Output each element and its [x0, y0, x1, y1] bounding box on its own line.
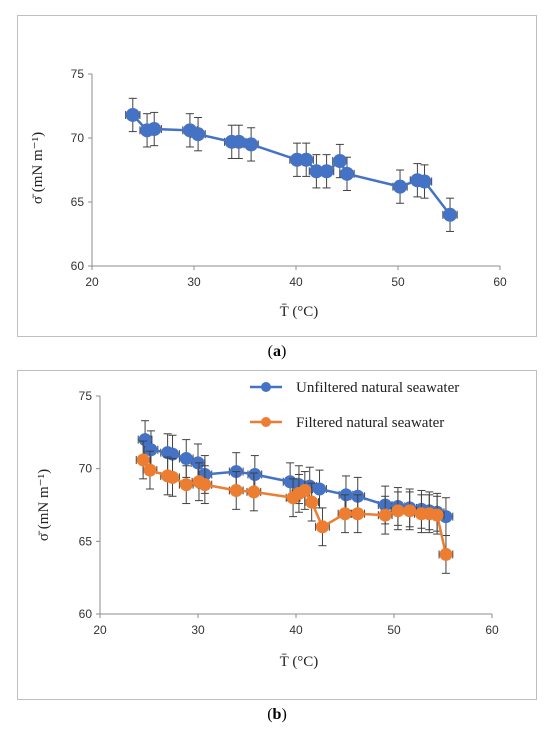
panel-b-series-2-point	[143, 463, 157, 477]
panel-b-y-tick-label: 60	[79, 607, 93, 621]
panel-a-y-tick-label: 60	[71, 259, 85, 273]
panel-a-series-1-point	[340, 166, 354, 181]
panel-b-x-tick-label: 30	[191, 623, 205, 637]
panel-a-series-1-point	[393, 179, 408, 194]
panel-a-frame	[17, 15, 537, 337]
legend-unfiltered-marker	[261, 382, 271, 392]
panel-a-series-1-point	[417, 174, 432, 189]
panel-b-x-tick-label: 20	[93, 623, 107, 637]
panel-a-series-1-point	[299, 152, 314, 167]
panel-b-caption-letter: b	[272, 706, 282, 723]
panel-a-y-tick-label: 75	[71, 67, 85, 81]
panel-a-x-tick-label: 50	[391, 275, 405, 289]
panel-b-series-2-point	[315, 520, 329, 534]
panel-b-series-2-point	[378, 508, 392, 522]
panel-b-series-1-point	[248, 467, 262, 481]
panel-b-xlabel: T̄ (°C)	[280, 654, 319, 670]
panel-b-series-2-point	[391, 504, 405, 518]
panel-b-series-2-point	[229, 483, 243, 497]
panel-a-xlabel: T̄ (°C)	[280, 304, 319, 320]
panel-a-series-1-point	[319, 164, 334, 179]
panel-b-caption: (b)	[227, 706, 327, 724]
panel-a-series-1-point	[147, 122, 162, 137]
panel-b-series-2-point	[166, 470, 180, 484]
panel-b-y-tick-label: 65	[79, 534, 93, 548]
panel-a-y-tick-label: 70	[71, 131, 85, 145]
panel-a-series-1-point	[332, 154, 347, 169]
panel-a-x-tick-label: 20	[85, 275, 99, 289]
panel-a-x-tick-label: 60	[493, 275, 507, 289]
panel-b-series-2-point	[351, 507, 365, 521]
legend-unfiltered-label: Unfiltered natural seawater	[296, 380, 459, 396]
panel-b-series-2-point	[439, 547, 453, 561]
panel-b-ylabel: σ̄ (mN m⁻¹)	[36, 469, 52, 541]
panel-b-series-1-point	[313, 482, 327, 496]
panel-b-series-2-point	[298, 483, 312, 497]
panel-a-caption-close: )	[281, 343, 287, 360]
panel-b-series-2-point	[179, 478, 193, 492]
panel-a-series-1-point	[231, 134, 246, 149]
panel-b-series-1-point	[144, 443, 158, 457]
panel-a-x-tick-label: 40	[289, 275, 303, 289]
panel-a-ylabel: σ̄ (mN m⁻¹)	[30, 132, 46, 204]
panel-a-x-tick-label: 30	[187, 275, 201, 289]
panel-b-x-tick-label: 40	[289, 623, 303, 637]
panel-a-series-1-point	[191, 127, 206, 142]
panel-a-series-1-point	[125, 107, 140, 122]
legend-filtered-label: Filtered natural seawater	[296, 415, 444, 431]
panel-b-series-2-point	[430, 508, 444, 522]
panel-b-caption-close: )	[281, 706, 287, 723]
panel-b-frame	[17, 370, 537, 700]
panel-b-series-2-point	[305, 495, 319, 509]
panel-b-x-tick-label: 60	[485, 623, 499, 637]
panel-a-series-1-point	[244, 137, 259, 152]
panel-b-y-tick-label: 75	[79, 389, 93, 403]
panel-b-series-2-point	[136, 453, 150, 467]
panel-b-caption-open: (	[267, 706, 273, 723]
panel-b-series-2-point	[338, 507, 352, 521]
panel-a-series-1-point	[309, 164, 324, 179]
panel-a-caption-open: (	[267, 343, 273, 360]
panel-b-x-tick-label: 50	[387, 623, 401, 637]
panel-a-caption-letter: a	[273, 343, 281, 360]
panel-a-caption: (a)	[227, 343, 327, 361]
panel-a-plot-area: 20 30 40 50 60 60 65 70 75	[71, 67, 507, 289]
panel-b-series-2-point	[403, 504, 417, 518]
panel-a-series-1-point	[443, 207, 458, 222]
panel-a-series-1-line	[131, 114, 452, 216]
panel-b-series-1-point	[138, 433, 152, 447]
legend-filtered-marker	[261, 417, 271, 427]
panel-b-series-1-point	[179, 451, 193, 465]
panel-b-plot-area: 20 30 40 50 60 60 65 70 75	[79, 389, 499, 637]
panel-b-y-tick-label: 70	[79, 462, 93, 476]
panel-b-series-2-point	[247, 485, 261, 499]
panel-b-series-2-point	[198, 478, 212, 492]
panel-a-y-tick-label: 65	[71, 195, 85, 209]
panel-b-legend: Unfiltered natural seawater Filtered nat…	[250, 380, 459, 431]
